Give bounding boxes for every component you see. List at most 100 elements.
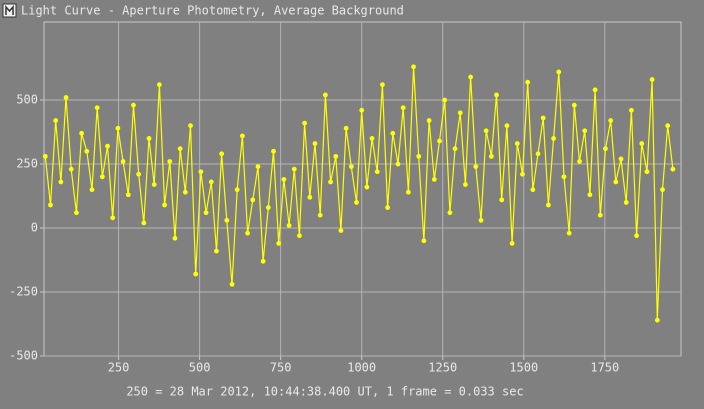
data-point <box>255 164 261 170</box>
data-point <box>297 233 302 239</box>
data-point <box>437 138 442 144</box>
data-point <box>354 200 359 205</box>
data-point <box>245 230 250 236</box>
data-point <box>317 212 323 218</box>
data-point <box>582 128 588 134</box>
data-point <box>115 125 121 131</box>
data-point <box>546 202 551 208</box>
data-point <box>411 64 416 70</box>
data-point <box>561 174 567 180</box>
app-icon <box>2 3 17 18</box>
y-tick-label: 250 <box>16 157 38 171</box>
data-point <box>177 146 183 152</box>
y-tick-label: 500 <box>16 93 38 107</box>
light-curve <box>44 66 674 321</box>
data-point <box>540 115 546 121</box>
data-point <box>556 69 562 75</box>
data-point <box>203 210 209 216</box>
data-point <box>271 148 276 154</box>
data-point <box>369 136 375 141</box>
data-point <box>400 105 406 111</box>
data-point <box>89 187 95 193</box>
data-point <box>291 166 297 172</box>
data-point <box>146 136 152 141</box>
data-point <box>634 233 639 239</box>
data-point <box>151 182 157 187</box>
data-point <box>229 281 235 287</box>
data-point <box>597 212 603 218</box>
data-point <box>141 220 147 226</box>
data-point <box>639 141 645 146</box>
data-point <box>494 92 499 98</box>
data-point <box>58 179 64 185</box>
data-point <box>608 118 614 123</box>
y-tick-label: -500 <box>9 349 38 363</box>
data-point <box>623 200 629 205</box>
data-point <box>250 197 256 203</box>
data-point <box>644 169 650 175</box>
data-point <box>198 169 204 175</box>
data-point <box>431 177 437 182</box>
data-point <box>525 79 531 85</box>
data-point <box>214 248 219 254</box>
data-point <box>603 146 608 152</box>
data-point <box>452 146 458 152</box>
data-point <box>618 156 624 162</box>
data-point <box>79 130 85 136</box>
data-point <box>535 151 541 157</box>
data-point <box>670 166 676 172</box>
data-point <box>322 92 328 98</box>
data-point <box>224 217 230 223</box>
data-point <box>463 182 468 187</box>
data-point <box>629 107 634 113</box>
data-point <box>649 77 655 82</box>
data-point <box>416 153 422 159</box>
data-point <box>182 189 188 195</box>
data-point <box>665 123 671 129</box>
data-point <box>483 128 489 134</box>
caption: 250 = 28 Mar 2012, 10:44:38.400 UT, 1 fr… <box>126 385 523 399</box>
x-tick-label: 250 <box>108 361 130 375</box>
data-point <box>421 238 427 244</box>
data-point <box>551 136 556 141</box>
data-point <box>499 197 505 203</box>
data-point <box>136 171 142 177</box>
data-point <box>68 166 74 172</box>
data-point <box>514 141 520 146</box>
data-point <box>338 228 344 233</box>
data-point <box>504 123 510 129</box>
data-point <box>94 105 100 111</box>
data-point <box>364 184 370 190</box>
x-tick-label: 500 <box>189 361 211 375</box>
data-point <box>63 95 69 100</box>
data-point <box>328 179 333 185</box>
data-point <box>234 187 240 193</box>
x-tick-label: 1500 <box>509 361 538 375</box>
data-point <box>281 177 287 182</box>
data-point <box>276 240 282 246</box>
data-point <box>509 240 515 246</box>
data-point <box>312 141 318 146</box>
data-point <box>654 317 660 323</box>
data-point <box>219 151 225 157</box>
data-point <box>167 159 173 164</box>
data-point <box>48 202 53 208</box>
x-tick-label: 750 <box>270 361 292 375</box>
y-tick-label: -250 <box>9 285 38 299</box>
window-title: Light Curve - Aperture Photometry, Avera… <box>21 4 404 18</box>
data-point <box>468 74 474 80</box>
data-point <box>571 102 577 108</box>
data-point <box>613 179 619 185</box>
data-point <box>172 235 178 241</box>
data-point <box>42 153 48 159</box>
data-point <box>566 230 572 236</box>
x-tick-label: 1750 <box>590 361 619 375</box>
data-point <box>260 258 266 264</box>
data-point <box>390 130 396 136</box>
data-point <box>208 179 214 185</box>
data-point <box>99 174 105 180</box>
data-point <box>488 153 494 159</box>
y-tick-label: 0 <box>31 221 38 235</box>
